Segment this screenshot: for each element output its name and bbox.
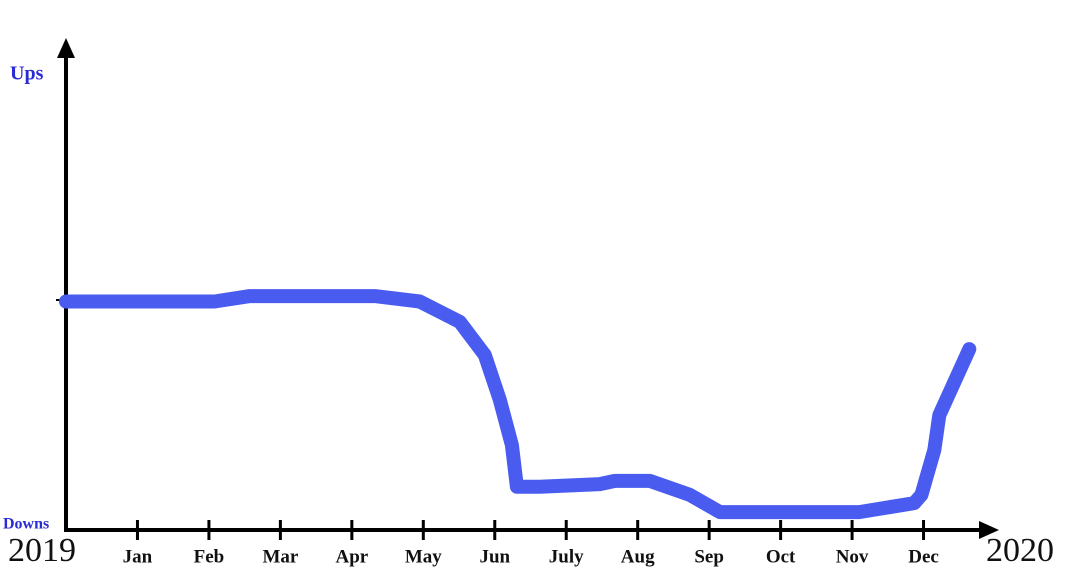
x-tick-label: Jun <box>479 546 510 567</box>
x-tick-label: Dec <box>908 546 939 567</box>
x-axis-arrow <box>979 521 999 539</box>
x-tick-label: Feb <box>194 546 225 567</box>
x-tick-label: Apr <box>335 546 368 567</box>
data-line <box>59 289 977 520</box>
y-axis-arrow <box>57 38 75 58</box>
year-label: 2020 <box>986 532 1054 569</box>
x-tick-label: May <box>405 546 442 567</box>
y-tick-label: Ups <box>10 63 44 85</box>
y-tick-label: Downs <box>3 516 49 533</box>
x-tick-label: Mar <box>262 546 298 567</box>
x-tick-label: Jan <box>123 546 153 567</box>
x-tick-label: July <box>549 546 584 567</box>
x-tick-label: Sep <box>694 546 724 567</box>
x-tick-label: Nov <box>836 546 869 567</box>
x-tick-label: Aug <box>621 546 655 567</box>
year-label: 2019 <box>8 532 76 569</box>
x-tick-label: Oct <box>766 546 796 567</box>
